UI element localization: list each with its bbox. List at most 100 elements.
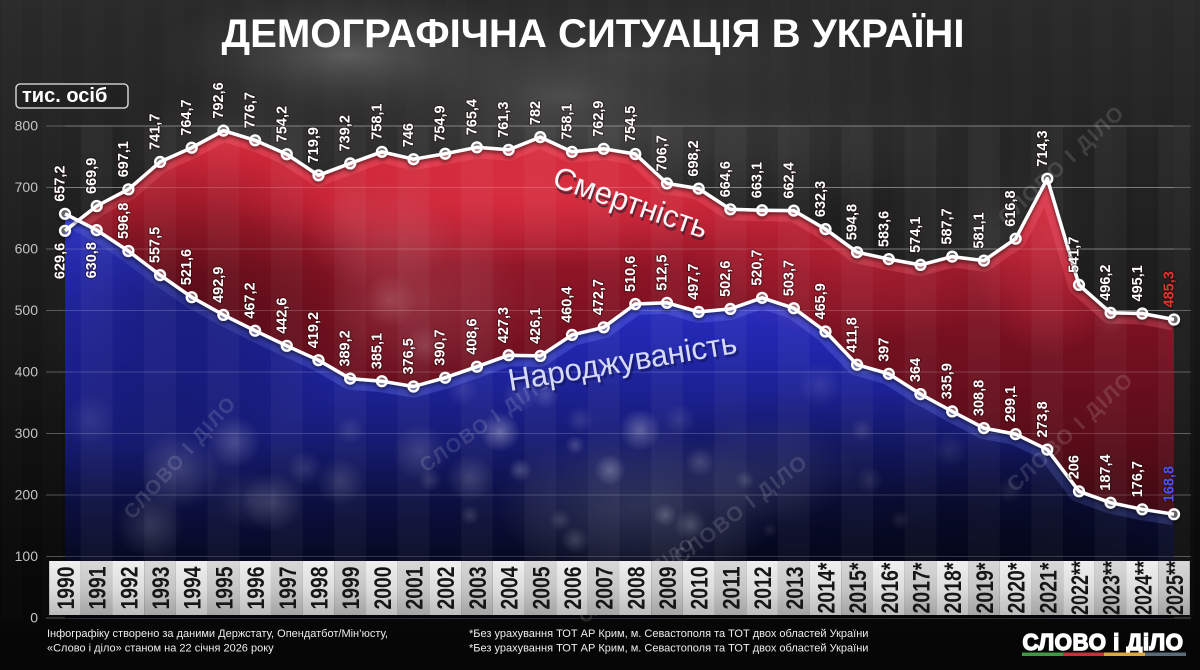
svg-text:0: 0 — [30, 610, 38, 626]
svg-text:ДЕМОГРАФІЧНА СИТУАЦІЯ В УКРАЇН: ДЕМОГРАФІЧНА СИТУАЦІЯ В УКРАЇНІ — [222, 12, 965, 56]
svg-text:2009: 2009 — [655, 567, 682, 610]
svg-text:187,4: 187,4 — [1098, 454, 1114, 490]
svg-text:427,3: 427,3 — [496, 307, 512, 343]
svg-text:758,1: 758,1 — [560, 104, 576, 140]
svg-text:616,8: 616,8 — [1003, 190, 1019, 226]
svg-text:510,6: 510,6 — [623, 256, 639, 292]
svg-text:2020*: 2020* — [1004, 562, 1031, 614]
svg-text:497,7: 497,7 — [686, 264, 702, 300]
svg-text:698,2: 698,2 — [686, 140, 702, 176]
svg-text:594,8: 594,8 — [845, 204, 861, 240]
svg-text:2013: 2013 — [782, 567, 809, 610]
svg-text:632,3: 632,3 — [813, 181, 829, 217]
svg-text:485,3: 485,3 — [1162, 271, 1178, 307]
svg-text:583,6: 583,6 — [876, 211, 892, 247]
svg-text:Інфографіку створено за даними: Інфографіку створено за даними Держстату… — [47, 628, 388, 640]
svg-text:557,5: 557,5 — [148, 227, 164, 263]
svg-text:389,2: 389,2 — [338, 330, 354, 366]
svg-text:411,8: 411,8 — [845, 317, 861, 353]
svg-text:574,1: 574,1 — [908, 217, 924, 253]
svg-text:754,2: 754,2 — [274, 106, 290, 142]
svg-text:669,9: 669,9 — [84, 158, 100, 194]
svg-text:2017*: 2017* — [909, 562, 936, 614]
svg-text:706,7: 706,7 — [655, 135, 671, 171]
svg-text:2024**: 2024** — [1130, 561, 1157, 615]
svg-text:714,3: 714,3 — [1035, 130, 1051, 166]
svg-text:746: 746 — [401, 123, 417, 147]
svg-text:520,7: 520,7 — [750, 250, 766, 286]
svg-text:тис. осіб: тис. осіб — [22, 85, 107, 107]
svg-text:2002: 2002 — [433, 567, 460, 610]
svg-text:385,1: 385,1 — [369, 333, 385, 369]
svg-text:465,9: 465,9 — [813, 283, 829, 319]
svg-text:492,9: 492,9 — [211, 267, 227, 303]
svg-text:500: 500 — [15, 302, 39, 318]
svg-text:495,1: 495,1 — [1130, 265, 1146, 301]
svg-text:200: 200 — [15, 487, 39, 503]
svg-text:1995: 1995 — [211, 567, 238, 610]
svg-text:512,5: 512,5 — [655, 255, 671, 291]
svg-text:168,8: 168,8 — [1162, 466, 1178, 502]
svg-text:2022**: 2022** — [1067, 561, 1094, 615]
svg-text:2008: 2008 — [623, 567, 650, 610]
svg-text:308,8: 308,8 — [971, 380, 987, 416]
svg-text:792,6: 792,6 — [211, 82, 227, 118]
svg-text:176,7: 176,7 — [1130, 461, 1146, 497]
svg-text:2000: 2000 — [370, 567, 397, 610]
svg-text:2023**: 2023** — [1099, 561, 1126, 615]
svg-text:764,7: 764,7 — [179, 99, 195, 135]
svg-text:1999: 1999 — [338, 567, 365, 610]
svg-text:630,8: 630,8 — [84, 242, 100, 278]
svg-text:СЛОВО і ДіЛО: СЛОВО і ДіЛО — [1023, 629, 1184, 655]
svg-text:496,2: 496,2 — [1098, 265, 1114, 301]
svg-text:«Слово і діло» станом на 22 сі: «Слово і діло» станом на 22 січня 2026 р… — [47, 643, 274, 655]
svg-text:761,3: 761,3 — [496, 102, 512, 138]
svg-text:1998: 1998 — [307, 567, 334, 610]
svg-text:*Без урахування ТОТ АР Крим, м: *Без урахування ТОТ АР Крим, м. Севастоп… — [469, 643, 868, 655]
svg-text:376,5: 376,5 — [401, 338, 417, 374]
svg-text:300: 300 — [15, 425, 39, 441]
svg-text:1997: 1997 — [275, 567, 302, 610]
svg-text:2015*: 2015* — [845, 562, 872, 614]
svg-text:754,9: 754,9 — [433, 105, 449, 141]
svg-text:442,6: 442,6 — [274, 298, 290, 334]
svg-text:596,8: 596,8 — [116, 203, 132, 239]
svg-text:364: 364 — [908, 358, 924, 382]
svg-text:*Без урахування ТОТ АР Крим, м: *Без урахування ТОТ АР Крим, м. Севастоп… — [469, 628, 868, 640]
svg-text:273,8: 273,8 — [1035, 401, 1051, 437]
svg-text:2005: 2005 — [528, 567, 555, 610]
svg-text:460,4: 460,4 — [560, 287, 576, 323]
svg-text:397: 397 — [876, 338, 892, 362]
svg-text:664,6: 664,6 — [718, 161, 734, 197]
svg-text:502,6: 502,6 — [718, 261, 734, 297]
svg-text:629,6: 629,6 — [53, 243, 69, 279]
svg-text:390,7: 390,7 — [433, 329, 449, 365]
svg-text:800: 800 — [15, 118, 39, 134]
svg-text:335,9: 335,9 — [940, 363, 956, 399]
svg-text:419,2: 419,2 — [306, 312, 322, 348]
svg-text:765,4: 765,4 — [464, 99, 480, 135]
svg-text:697,1: 697,1 — [116, 141, 132, 177]
svg-text:2012: 2012 — [750, 567, 777, 610]
svg-text:2018*: 2018* — [940, 562, 967, 614]
svg-text:1992: 1992 — [116, 567, 143, 610]
svg-text:541,7: 541,7 — [1067, 237, 1083, 273]
svg-text:1990: 1990 — [53, 567, 80, 610]
svg-text:762,9: 762,9 — [591, 101, 607, 137]
svg-text:776,7: 776,7 — [243, 92, 259, 128]
svg-text:587,7: 587,7 — [940, 208, 956, 244]
svg-text:739,2: 739,2 — [338, 115, 354, 151]
svg-text:2007: 2007 — [592, 567, 619, 610]
svg-text:408,6: 408,6 — [464, 318, 480, 354]
svg-text:2006: 2006 — [560, 567, 587, 610]
svg-text:754,5: 754,5 — [623, 106, 639, 142]
svg-text:400: 400 — [15, 364, 39, 380]
svg-text:758,1: 758,1 — [369, 104, 385, 140]
svg-text:503,7: 503,7 — [781, 260, 797, 296]
svg-text:741,7: 741,7 — [148, 114, 164, 150]
svg-text:206: 206 — [1067, 455, 1083, 479]
svg-text:719,9: 719,9 — [306, 127, 322, 163]
svg-text:1996: 1996 — [243, 567, 270, 610]
svg-text:467,2: 467,2 — [243, 282, 259, 318]
svg-text:662,4: 662,4 — [781, 162, 797, 198]
